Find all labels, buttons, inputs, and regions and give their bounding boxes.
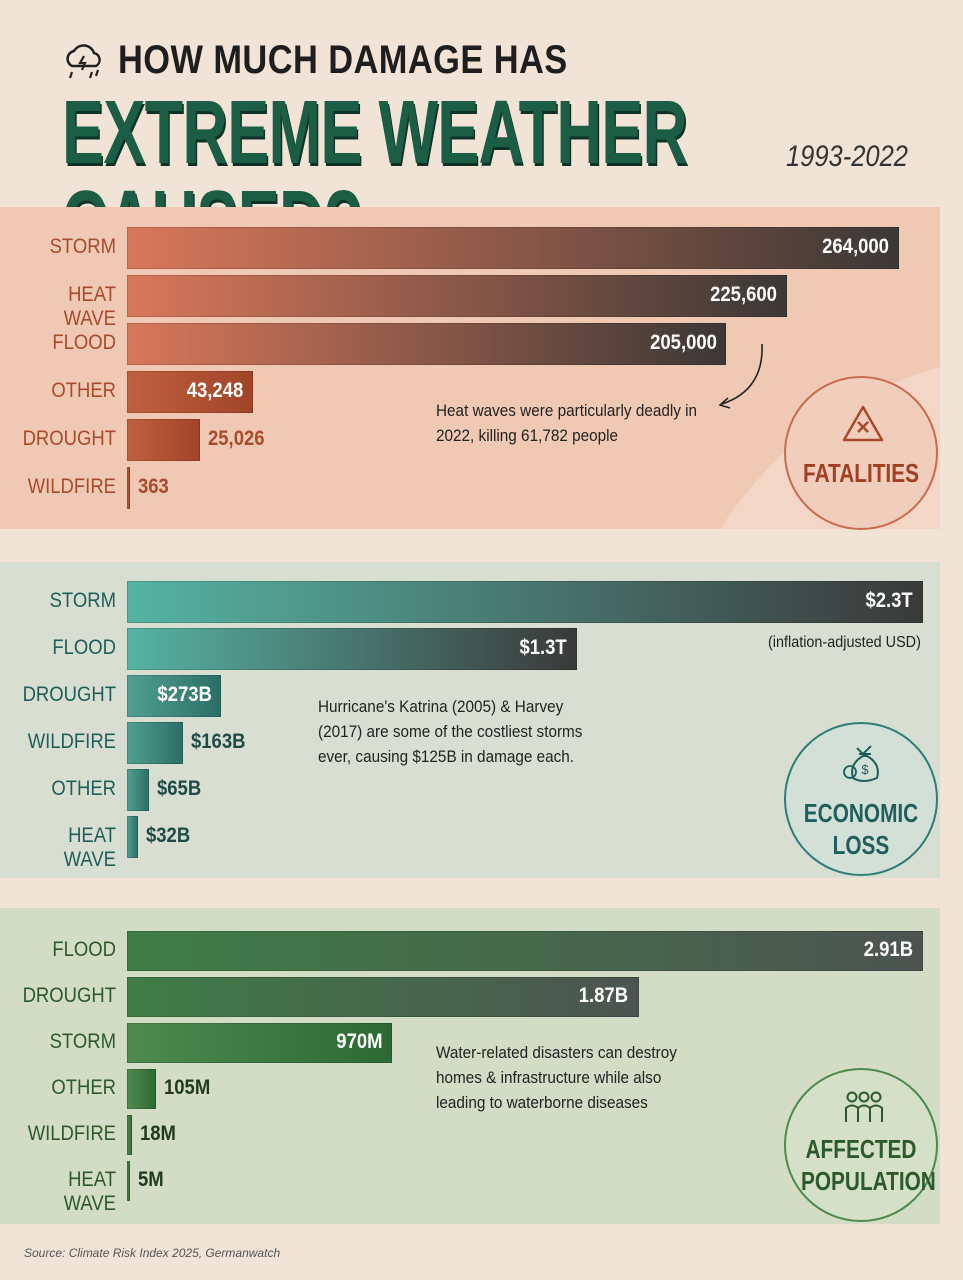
chart-bar xyxy=(127,275,787,317)
category-label: OTHER xyxy=(51,379,116,402)
chart-bar xyxy=(127,816,139,858)
category-label: FLOOD xyxy=(52,938,116,961)
chart-bar xyxy=(127,722,184,764)
bar-value-label: 205,000 xyxy=(649,331,717,354)
chart-bar xyxy=(127,581,923,623)
header: HOW MUCH DAMAGE HAS EXTREME WEATHER CAUS… xyxy=(0,0,963,268)
chart-bar xyxy=(127,323,727,365)
economic-badge-label-2: LOSS xyxy=(832,830,890,860)
bar-value-label: 43,248 xyxy=(186,379,244,402)
bar-value-label: 2.91B xyxy=(863,938,913,961)
category-label: STORM xyxy=(49,1030,116,1053)
bar-value-label: 18M xyxy=(139,1122,176,1145)
bar-value-label: 25,026 xyxy=(208,427,265,450)
bar-value-label: $65B xyxy=(157,777,202,800)
bar-value-label: 264,000 xyxy=(822,235,889,258)
bar-value-label: 970M xyxy=(336,1030,383,1053)
bar-value-label: 5M xyxy=(138,1168,164,1191)
category-label: WILDFIRE xyxy=(27,730,117,753)
population-badge: AFFECTED POPULATION xyxy=(784,1068,938,1222)
bar-value-label: 105M xyxy=(163,1076,210,1099)
source-note: Source: Climate Risk Index 2025, Germanw… xyxy=(24,1246,281,1260)
note-arrow-icon xyxy=(718,343,763,409)
money-bag-icon: $ xyxy=(843,745,879,782)
category-label: WILDFIRE xyxy=(27,475,117,498)
title-years: 1993-2022 xyxy=(786,140,908,173)
category-label: WILDFIRE xyxy=(27,1122,117,1145)
fatalities-note: Heat waves were particularly deadly in 2… xyxy=(436,401,698,445)
category-label: DROUGHT xyxy=(22,984,116,1007)
storm-cloud-icon xyxy=(66,44,101,79)
category-label: DROUGHT xyxy=(22,683,116,706)
category-label: OTHER xyxy=(51,777,116,800)
fatalities-badge: FATALITIES xyxy=(784,376,938,530)
chart-bar xyxy=(127,675,222,717)
bar-value-label: $2.3T xyxy=(865,589,913,612)
chart-bar xyxy=(127,931,923,971)
chart-bar xyxy=(127,769,150,811)
fatalities-badge-label: FATALITIES xyxy=(803,458,919,488)
chart-bar xyxy=(127,1069,156,1109)
bar-value-label: 225,600 xyxy=(709,283,777,306)
population-badge-label-1: AFFECTED xyxy=(805,1134,917,1164)
bar-value-label: 363 xyxy=(138,475,169,498)
chart-bar xyxy=(127,1115,132,1155)
economic-units-note: (inflation-adjusted USD) xyxy=(768,634,921,651)
economic-badge-label-1: ECONOMIC xyxy=(803,798,919,828)
chart-bar xyxy=(127,1161,130,1201)
chart-bar xyxy=(127,977,639,1017)
category-label: HEAT WAVE xyxy=(63,1168,116,1215)
bar-value-label: $273B xyxy=(157,683,212,706)
chart-bar xyxy=(127,227,899,269)
chart-bar xyxy=(127,419,201,461)
warning-triangle-icon xyxy=(842,405,884,442)
economic-note: Hurricane's Katrina (2005) & Harvey (201… xyxy=(318,697,583,766)
title-line-1: HOW MUCH DAMAGE HAS xyxy=(118,38,568,82)
bar-value-label: 1.87B xyxy=(579,984,629,1007)
category-label: FLOOD xyxy=(52,331,116,354)
chart-bar xyxy=(127,371,254,413)
chart-bar xyxy=(127,628,577,670)
economic-badge: $ ECONOMIC LOSS xyxy=(784,722,938,876)
category-label: HEAT WAVE xyxy=(63,283,116,330)
people-group-icon xyxy=(845,1091,883,1122)
category-label: FLOOD xyxy=(52,636,116,659)
chart-bar xyxy=(127,1023,393,1063)
bar-value-label: $1.3T xyxy=(519,636,567,659)
population-note: Water-related disasters can destroy home… xyxy=(436,1043,677,1112)
category-label: STORM xyxy=(49,235,116,258)
category-label: HEAT WAVE xyxy=(63,824,116,871)
category-label: DROUGHT xyxy=(22,427,116,450)
svg-text:$: $ xyxy=(861,762,869,777)
bar-value-label: $163B xyxy=(191,730,246,753)
chart-bar xyxy=(127,467,130,509)
category-label: STORM xyxy=(49,589,116,612)
bar-value-label: $32B xyxy=(146,824,191,847)
population-badge-label-2: POPULATION xyxy=(801,1166,936,1196)
category-label: OTHER xyxy=(51,1076,116,1099)
